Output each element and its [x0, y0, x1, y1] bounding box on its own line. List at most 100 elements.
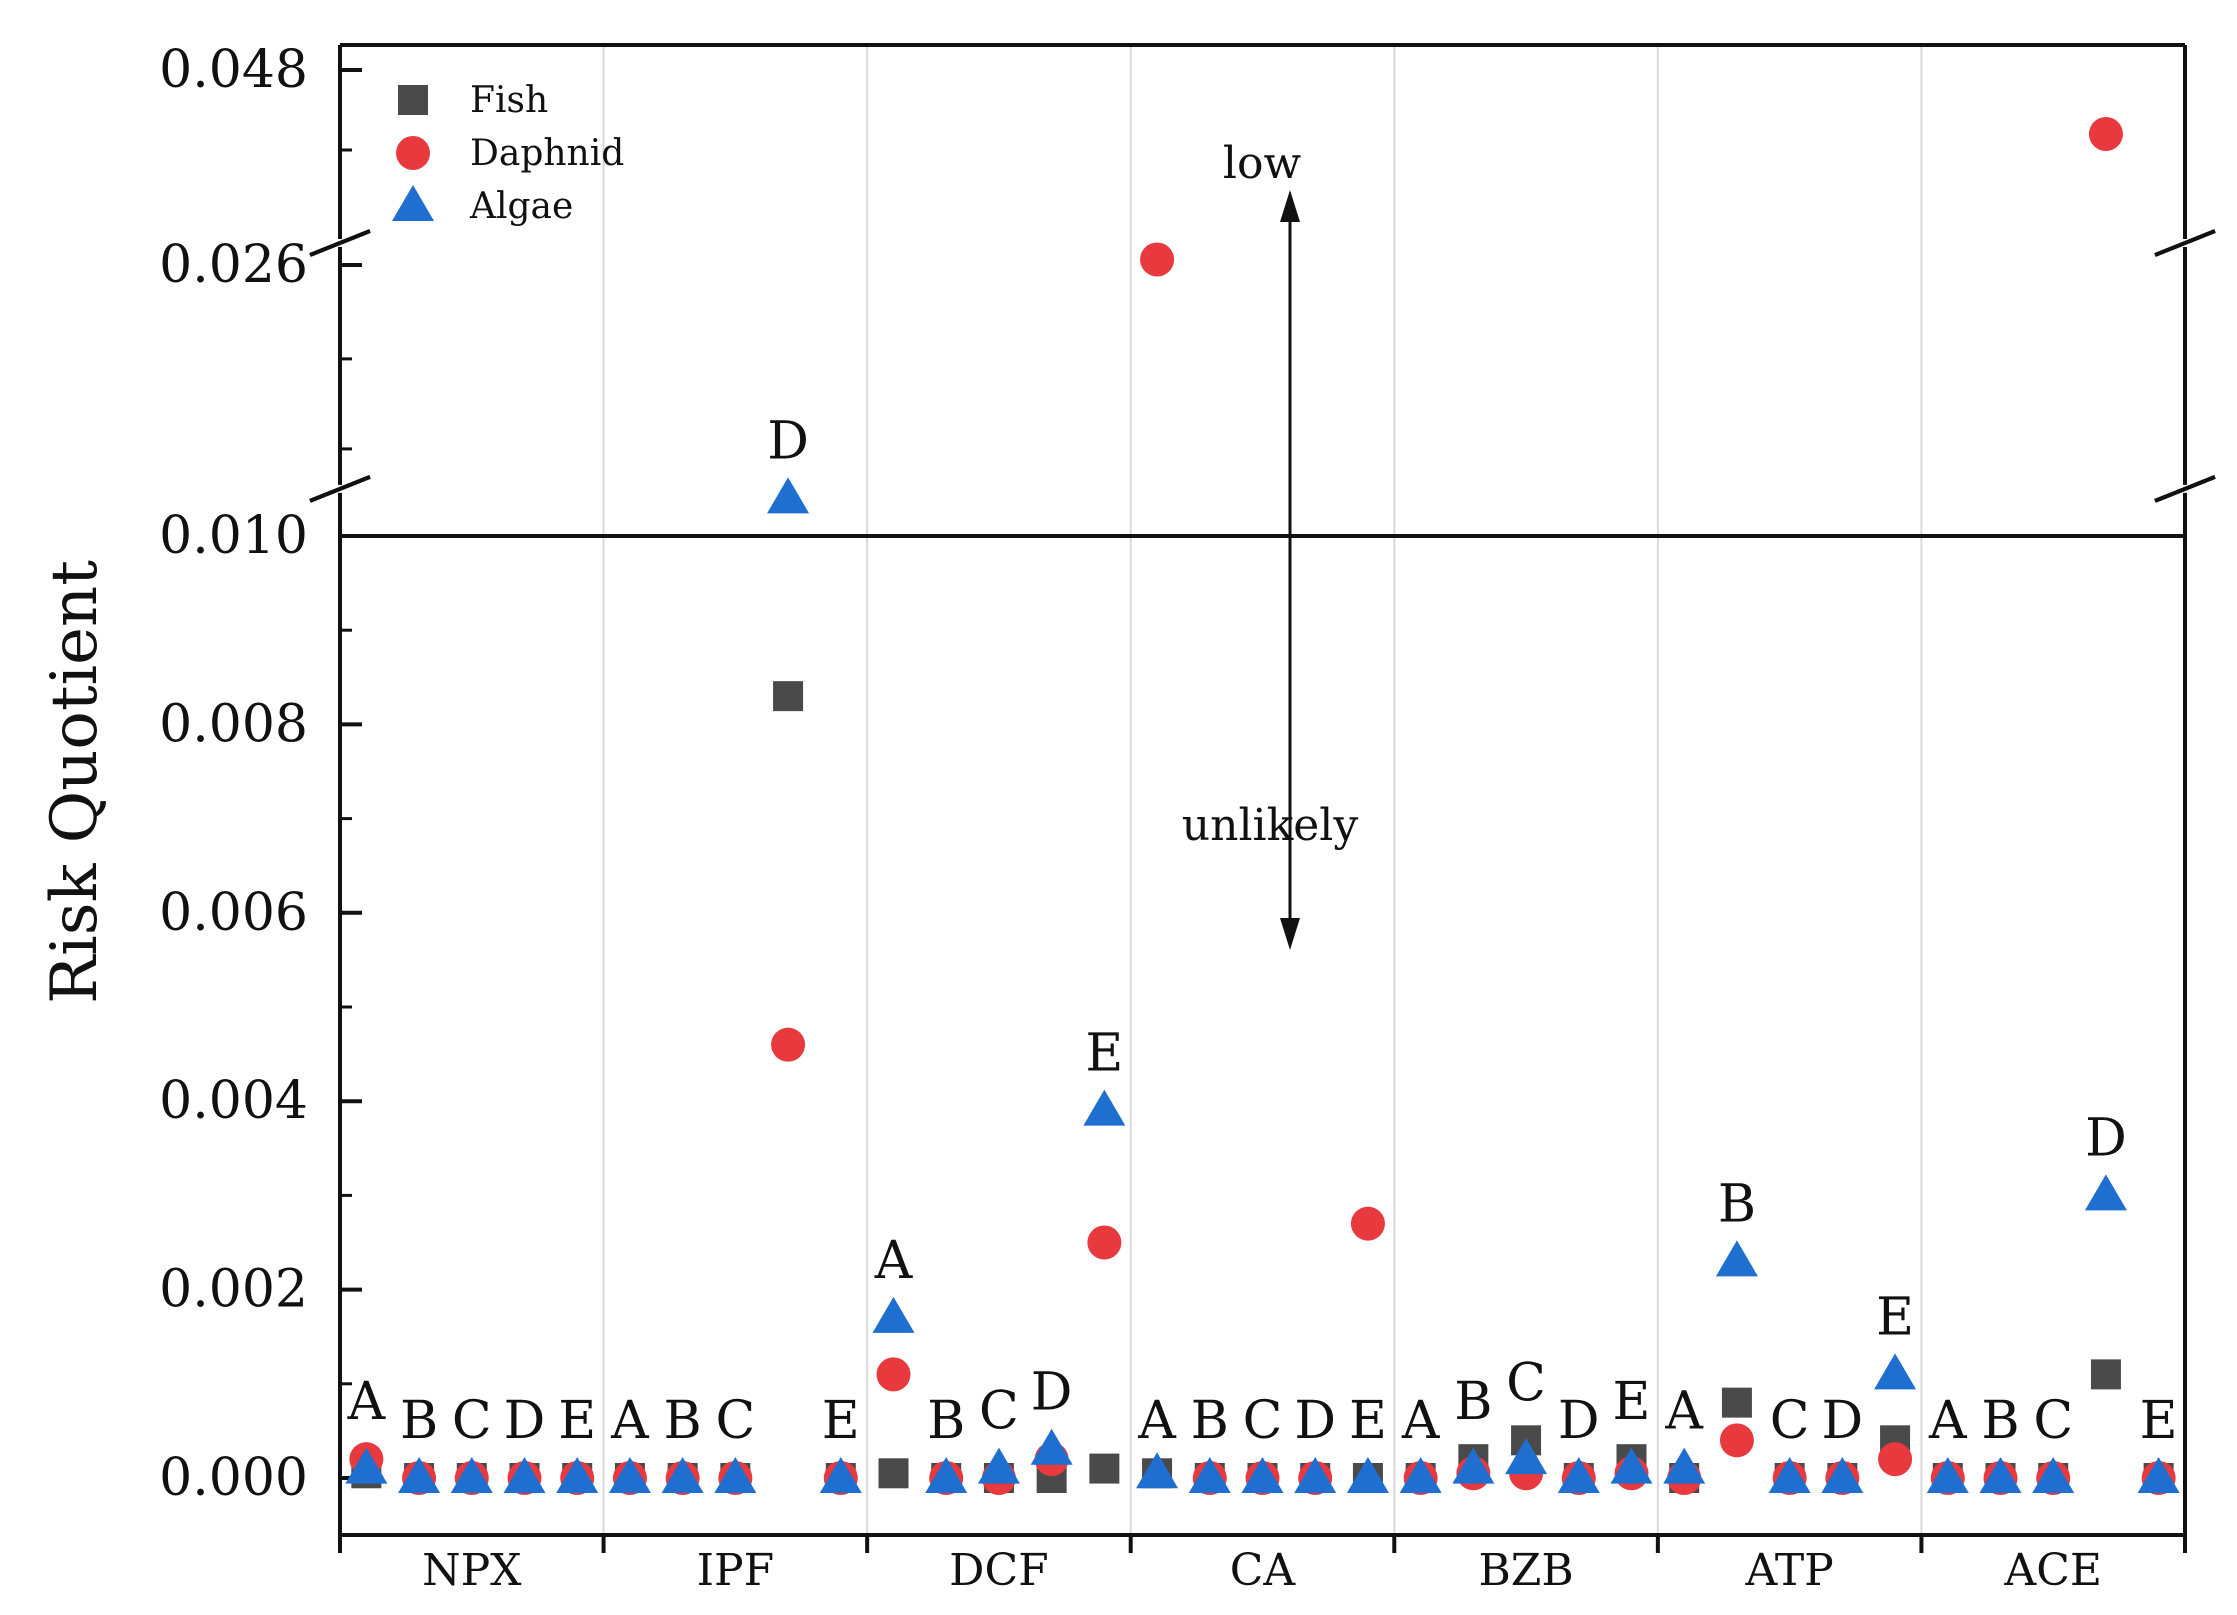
algae-point: [1663, 1447, 1706, 1484]
axis-break-mark: [2154, 475, 2216, 503]
site-label: D: [504, 1391, 546, 1451]
daphnid-point: [1350, 1206, 1385, 1241]
x-category-label: NPX: [422, 1545, 522, 1596]
algae-point: [2032, 1457, 2075, 1493]
algae-point: [2137, 1457, 2180, 1493]
axis-break-mark: [2154, 229, 2216, 257]
arrow-head-up: [1280, 190, 1300, 222]
site-label: D: [1031, 1363, 1073, 1423]
site-label: A: [347, 1372, 387, 1432]
fish-point: [2090, 1359, 2121, 1390]
algae-point: [1399, 1457, 1442, 1493]
algae-point: [661, 1457, 704, 1493]
site-label: A: [1401, 1391, 1441, 1451]
legend-marker: [392, 185, 434, 221]
algae-point: [398, 1457, 441, 1493]
daphnid-point: [1878, 1442, 1913, 1477]
fish-point: [878, 1458, 909, 1489]
algae-point: [1557, 1457, 1600, 1493]
annotation-low: low: [1223, 138, 1302, 189]
y-axis-ticks: 0.000 0.002 0.004 0.006 0.008 0.010 0.026 0.048: [159, 40, 362, 1508]
algae-point: [556, 1457, 599, 1493]
fish-point: [1089, 1453, 1120, 1484]
algae-point: [1505, 1438, 1548, 1475]
site-label: B: [1718, 1174, 1756, 1234]
site-label: A: [1928, 1391, 1968, 1451]
site-label: E: [1613, 1372, 1651, 1432]
algae-point: [1188, 1457, 1231, 1493]
algae-point: [977, 1447, 1020, 1484]
category-gridlines: [602, 45, 1923, 1535]
y-tick-label: 0.008: [159, 694, 308, 754]
site-label: E: [822, 1391, 860, 1451]
site-label: C: [2033, 1391, 2073, 1451]
legend-marker: [396, 136, 430, 170]
daphnid-point: [1719, 1423, 1754, 1458]
site-label: D: [767, 411, 809, 471]
annotation-unlikely: unlikely: [1182, 800, 1359, 851]
site-label: A: [874, 1231, 914, 1291]
algae-point: [503, 1457, 546, 1493]
algae-point: [1926, 1457, 1969, 1493]
fish-point: [1721, 1387, 1752, 1418]
algae-point: [1083, 1089, 1126, 1126]
y-axis-label: Risk Quotient: [38, 560, 112, 1004]
algae-point: [1768, 1457, 1811, 1493]
daphnid-point: [771, 1027, 806, 1062]
x-category-label: IPF: [697, 1545, 775, 1596]
algae-point: [608, 1457, 651, 1493]
algae-point: [1874, 1353, 1917, 1390]
site-label: B: [1981, 1391, 2019, 1451]
algae-point: [925, 1457, 968, 1493]
x-category-label: ACE: [2003, 1545, 2102, 1596]
legend: Fish Daphnid Algae: [392, 80, 624, 227]
risk-arrow: [1280, 190, 1300, 950]
site-label: A: [1664, 1382, 1704, 1442]
arrow-head-down: [1280, 918, 1300, 950]
legend-label: Daphnid: [470, 133, 624, 174]
site-label: C: [979, 1382, 1019, 1442]
legend-label: Algae: [469, 186, 573, 227]
site-label: D: [1294, 1391, 1336, 1451]
daphnid-point: [1087, 1225, 1122, 1260]
site-label: D: [1558, 1391, 1600, 1451]
algae-point: [450, 1457, 493, 1493]
y-tick-label: 0.048: [159, 40, 308, 100]
daphnid-point: [876, 1357, 911, 1392]
legend-label: Fish: [470, 80, 548, 121]
site-label: E: [2140, 1391, 2178, 1451]
algae-point: [1346, 1457, 1389, 1493]
legend-marker: [398, 85, 428, 115]
y-tick-label: 0.000: [159, 1448, 308, 1508]
algae-point: [1979, 1457, 2022, 1493]
x-category-label: CA: [1230, 1545, 1297, 1596]
x-category-label: BZB: [1478, 1545, 1573, 1596]
data-points: [345, 117, 2180, 1495]
axis-break-mark: [309, 475, 371, 503]
site-label: E: [1349, 1391, 1387, 1451]
site-label: B: [664, 1391, 702, 1451]
site-label: C: [715, 1391, 755, 1451]
algae-point: [1821, 1457, 1864, 1493]
fish-point: [773, 681, 804, 712]
site-label: E: [1085, 1024, 1123, 1084]
algae-point: [1241, 1457, 1284, 1493]
site-label: B: [400, 1391, 438, 1451]
y-tick-label: 0.002: [159, 1260, 308, 1320]
y-tick-label: 0.010: [159, 506, 308, 566]
y-tick-label: 0.004: [159, 1071, 308, 1131]
algae-point: [872, 1296, 915, 1333]
x-category-label: DCF: [949, 1545, 1048, 1596]
algae-point: [819, 1457, 862, 1493]
algae-point: [345, 1447, 388, 1484]
algae-point: [1452, 1447, 1495, 1484]
daphnid-point: [2088, 117, 2123, 151]
algae-point: [1715, 1240, 1758, 1277]
algae-point: [1610, 1447, 1653, 1484]
x-category-label: ATP: [1744, 1545, 1833, 1596]
site-label: C: [1243, 1391, 1283, 1451]
y-tick-label: 0.006: [159, 883, 308, 943]
site-label: C: [1770, 1391, 1810, 1451]
